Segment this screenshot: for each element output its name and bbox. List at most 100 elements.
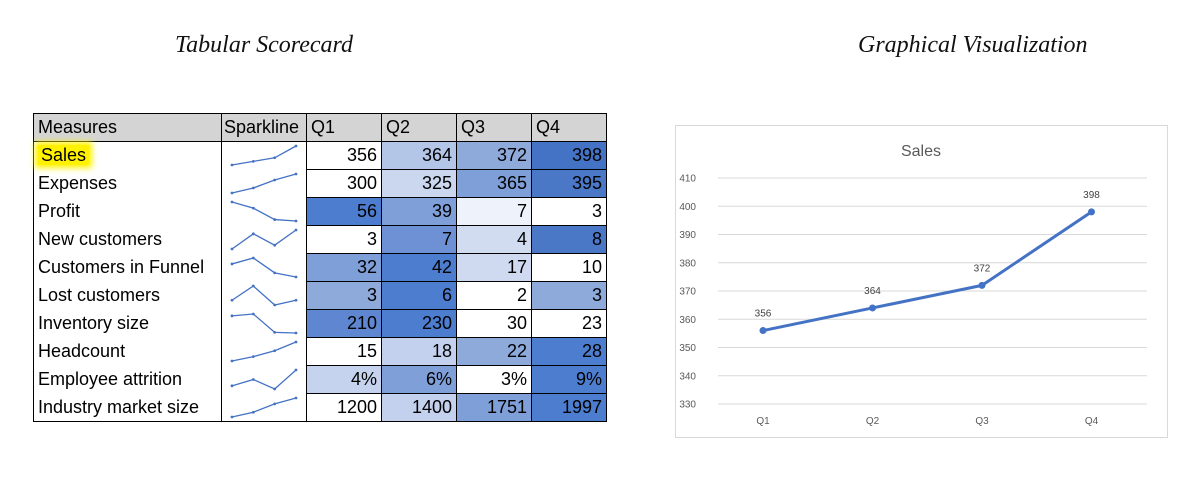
- measure-label: Expenses: [38, 173, 118, 193]
- sparkline-cell: [221, 337, 307, 366]
- sparkline-point: [251, 378, 255, 381]
- value-cell-q4: 395: [531, 169, 607, 198]
- sparkline-line: [231, 285, 297, 306]
- measure-label: Lost customers: [38, 285, 161, 305]
- measure-cell: Profit: [33, 197, 222, 226]
- sparkline-cell: [221, 365, 307, 394]
- y-tick-label: 350: [679, 343, 696, 354]
- measure-label: Sales: [38, 145, 90, 166]
- measure-label: Industry market size: [38, 396, 200, 417]
- graphical-visualization-heading: Graphical Visualization: [858, 32, 1088, 58]
- table-row: Lost customers 3 6 2 3: [33, 281, 607, 310]
- value-cell-q3: 22: [456, 337, 532, 366]
- sparkline-point: [230, 200, 234, 204]
- value-cell-q4: 28: [531, 337, 607, 366]
- sparkline-line: [231, 145, 297, 166]
- sparkline-line: [231, 369, 297, 390]
- sparkline: [230, 200, 298, 223]
- value-cell-q3: 372: [456, 141, 532, 170]
- sparkline-point: [251, 232, 255, 236]
- sparkline-point: [294, 172, 298, 176]
- y-tick-label: 330: [679, 400, 696, 411]
- value-cell-q2: 325: [381, 169, 457, 198]
- sparkline-line: [231, 173, 297, 194]
- sparkline-point: [230, 314, 234, 318]
- sparkline-point: [230, 163, 234, 167]
- sparkline-point: [294, 340, 298, 344]
- header-q3: Q3: [456, 113, 532, 142]
- value-cell-q2: 1400: [381, 393, 457, 422]
- sparkline-point: [251, 186, 255, 190]
- sparkline-cell: [221, 197, 307, 226]
- value-cell-q4: 398: [531, 141, 607, 170]
- sparkline-point: [230, 191, 234, 195]
- x-tick-label: Q4: [1085, 416, 1099, 427]
- sparkline-line: [231, 257, 297, 278]
- sparkline-point: [294, 331, 298, 335]
- value-cell-q3: 4: [456, 225, 532, 254]
- value-cell-q4: 9%: [531, 365, 607, 394]
- sparkline: [230, 172, 298, 195]
- measure-cell: Sales: [33, 141, 222, 170]
- table-row: New customers 3 7 4 8: [33, 225, 607, 254]
- value-cell-q1: 15: [306, 337, 382, 366]
- sparkline-cell: [221, 281, 307, 310]
- table-row: Profit 56 39 7 3: [33, 197, 607, 226]
- value-cell-q1: 56: [306, 197, 382, 226]
- value-cell-q1: 210: [306, 309, 382, 338]
- sparkline-cell: [221, 253, 307, 282]
- data-label: 364: [864, 286, 881, 297]
- value-cell-q4: 10: [531, 253, 607, 282]
- value-cell-q1: 3: [306, 281, 382, 310]
- data-point: [759, 327, 767, 335]
- table-row: Expenses 300 325 365 395: [33, 169, 607, 198]
- data-label: 398: [1083, 190, 1100, 201]
- sparkline-point: [294, 275, 298, 279]
- x-tick-label: Q1: [756, 416, 770, 427]
- measure-label: New customers: [38, 229, 163, 249]
- measure-cell: Expenses: [33, 169, 222, 198]
- y-tick-label: 390: [679, 230, 696, 241]
- header-q1: Q1: [306, 113, 382, 142]
- sparkline-point: [230, 359, 234, 363]
- header-sparkline: Sparkline: [221, 113, 307, 142]
- table-row: Inventory size 210 230 30 23: [33, 309, 607, 338]
- value-cell-q4: 3: [531, 281, 607, 310]
- measure-label: Profit: [38, 201, 81, 221]
- sparkline-cell: [221, 309, 307, 338]
- sparkline-point: [230, 384, 234, 388]
- sparkline-point: [230, 262, 234, 266]
- sparkline-point: [273, 178, 277, 182]
- sparkline: [230, 396, 298, 419]
- sparkline-line: [231, 313, 297, 334]
- y-tick-label: 410: [679, 174, 696, 185]
- value-cell-q3: 30: [456, 309, 532, 338]
- sparkline-line: [231, 201, 297, 222]
- sparkline-point: [230, 415, 234, 419]
- measure-label: Headcount: [38, 341, 126, 361]
- sparkline: [230, 368, 298, 391]
- value-cell-q3: 7: [456, 197, 532, 226]
- x-tick-label: Q2: [866, 416, 880, 427]
- chart-title: Sales: [901, 143, 941, 160]
- sparkline-point: [251, 312, 255, 316]
- value-cell-q2: 18: [381, 337, 457, 366]
- table-row: Headcount 15 18 22 28: [33, 337, 607, 366]
- sparkline-point: [294, 219, 298, 223]
- measure-cell: Industry market size: [33, 393, 222, 422]
- sparkline: [230, 228, 298, 251]
- sparkline-point: [273, 271, 277, 275]
- series-line-sales: [762, 210, 1093, 333]
- sparkline-point: [251, 410, 255, 414]
- header-q4: Q4: [531, 113, 607, 142]
- value-cell-q3: 3%: [456, 365, 532, 394]
- sparkline-point: [230, 247, 234, 251]
- value-cell-q2: 230: [381, 309, 457, 338]
- measure-cell: Inventory size: [33, 309, 222, 338]
- sparkline-point: [251, 284, 255, 288]
- sparkline-point: [273, 349, 277, 353]
- scorecard-header-row: Measures Sparkline Q1 Q2 Q3 Q4: [33, 113, 607, 142]
- y-tick-label: 360: [679, 315, 696, 326]
- sparkline-point: [251, 256, 255, 260]
- tabular-scorecard-heading: Tabular Scorecard: [175, 32, 354, 58]
